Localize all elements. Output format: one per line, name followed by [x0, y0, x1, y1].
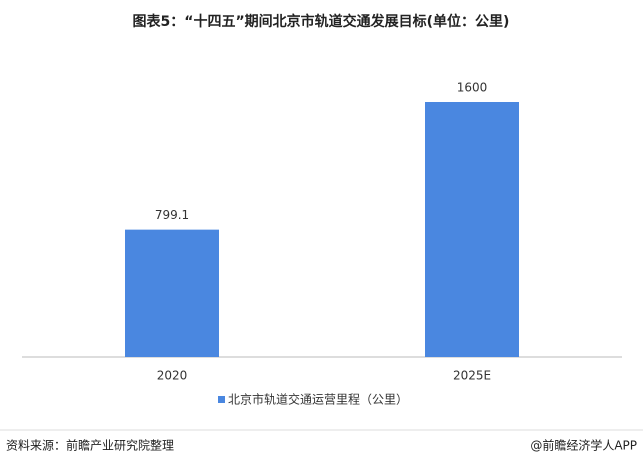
- bar: [125, 229, 219, 357]
- legend-label: 北京市轨道交通运营里程（公里）: [228, 392, 408, 407]
- source: 资料来源：前瞻产业研究院整理: [6, 438, 174, 453]
- bar: [425, 102, 519, 357]
- x-tick-label: 2020: [157, 369, 188, 383]
- legend-swatch: [218, 396, 225, 403]
- x-tick-label: 2025E: [453, 369, 491, 383]
- value-label: 799.1: [155, 208, 189, 222]
- chart-title: 图表5：“十四五”期间北京市轨道交通发展目标(单位：公里): [133, 13, 510, 30]
- value-label: 1600: [457, 81, 488, 95]
- credit: @前瞻经济学人APP: [530, 438, 637, 453]
